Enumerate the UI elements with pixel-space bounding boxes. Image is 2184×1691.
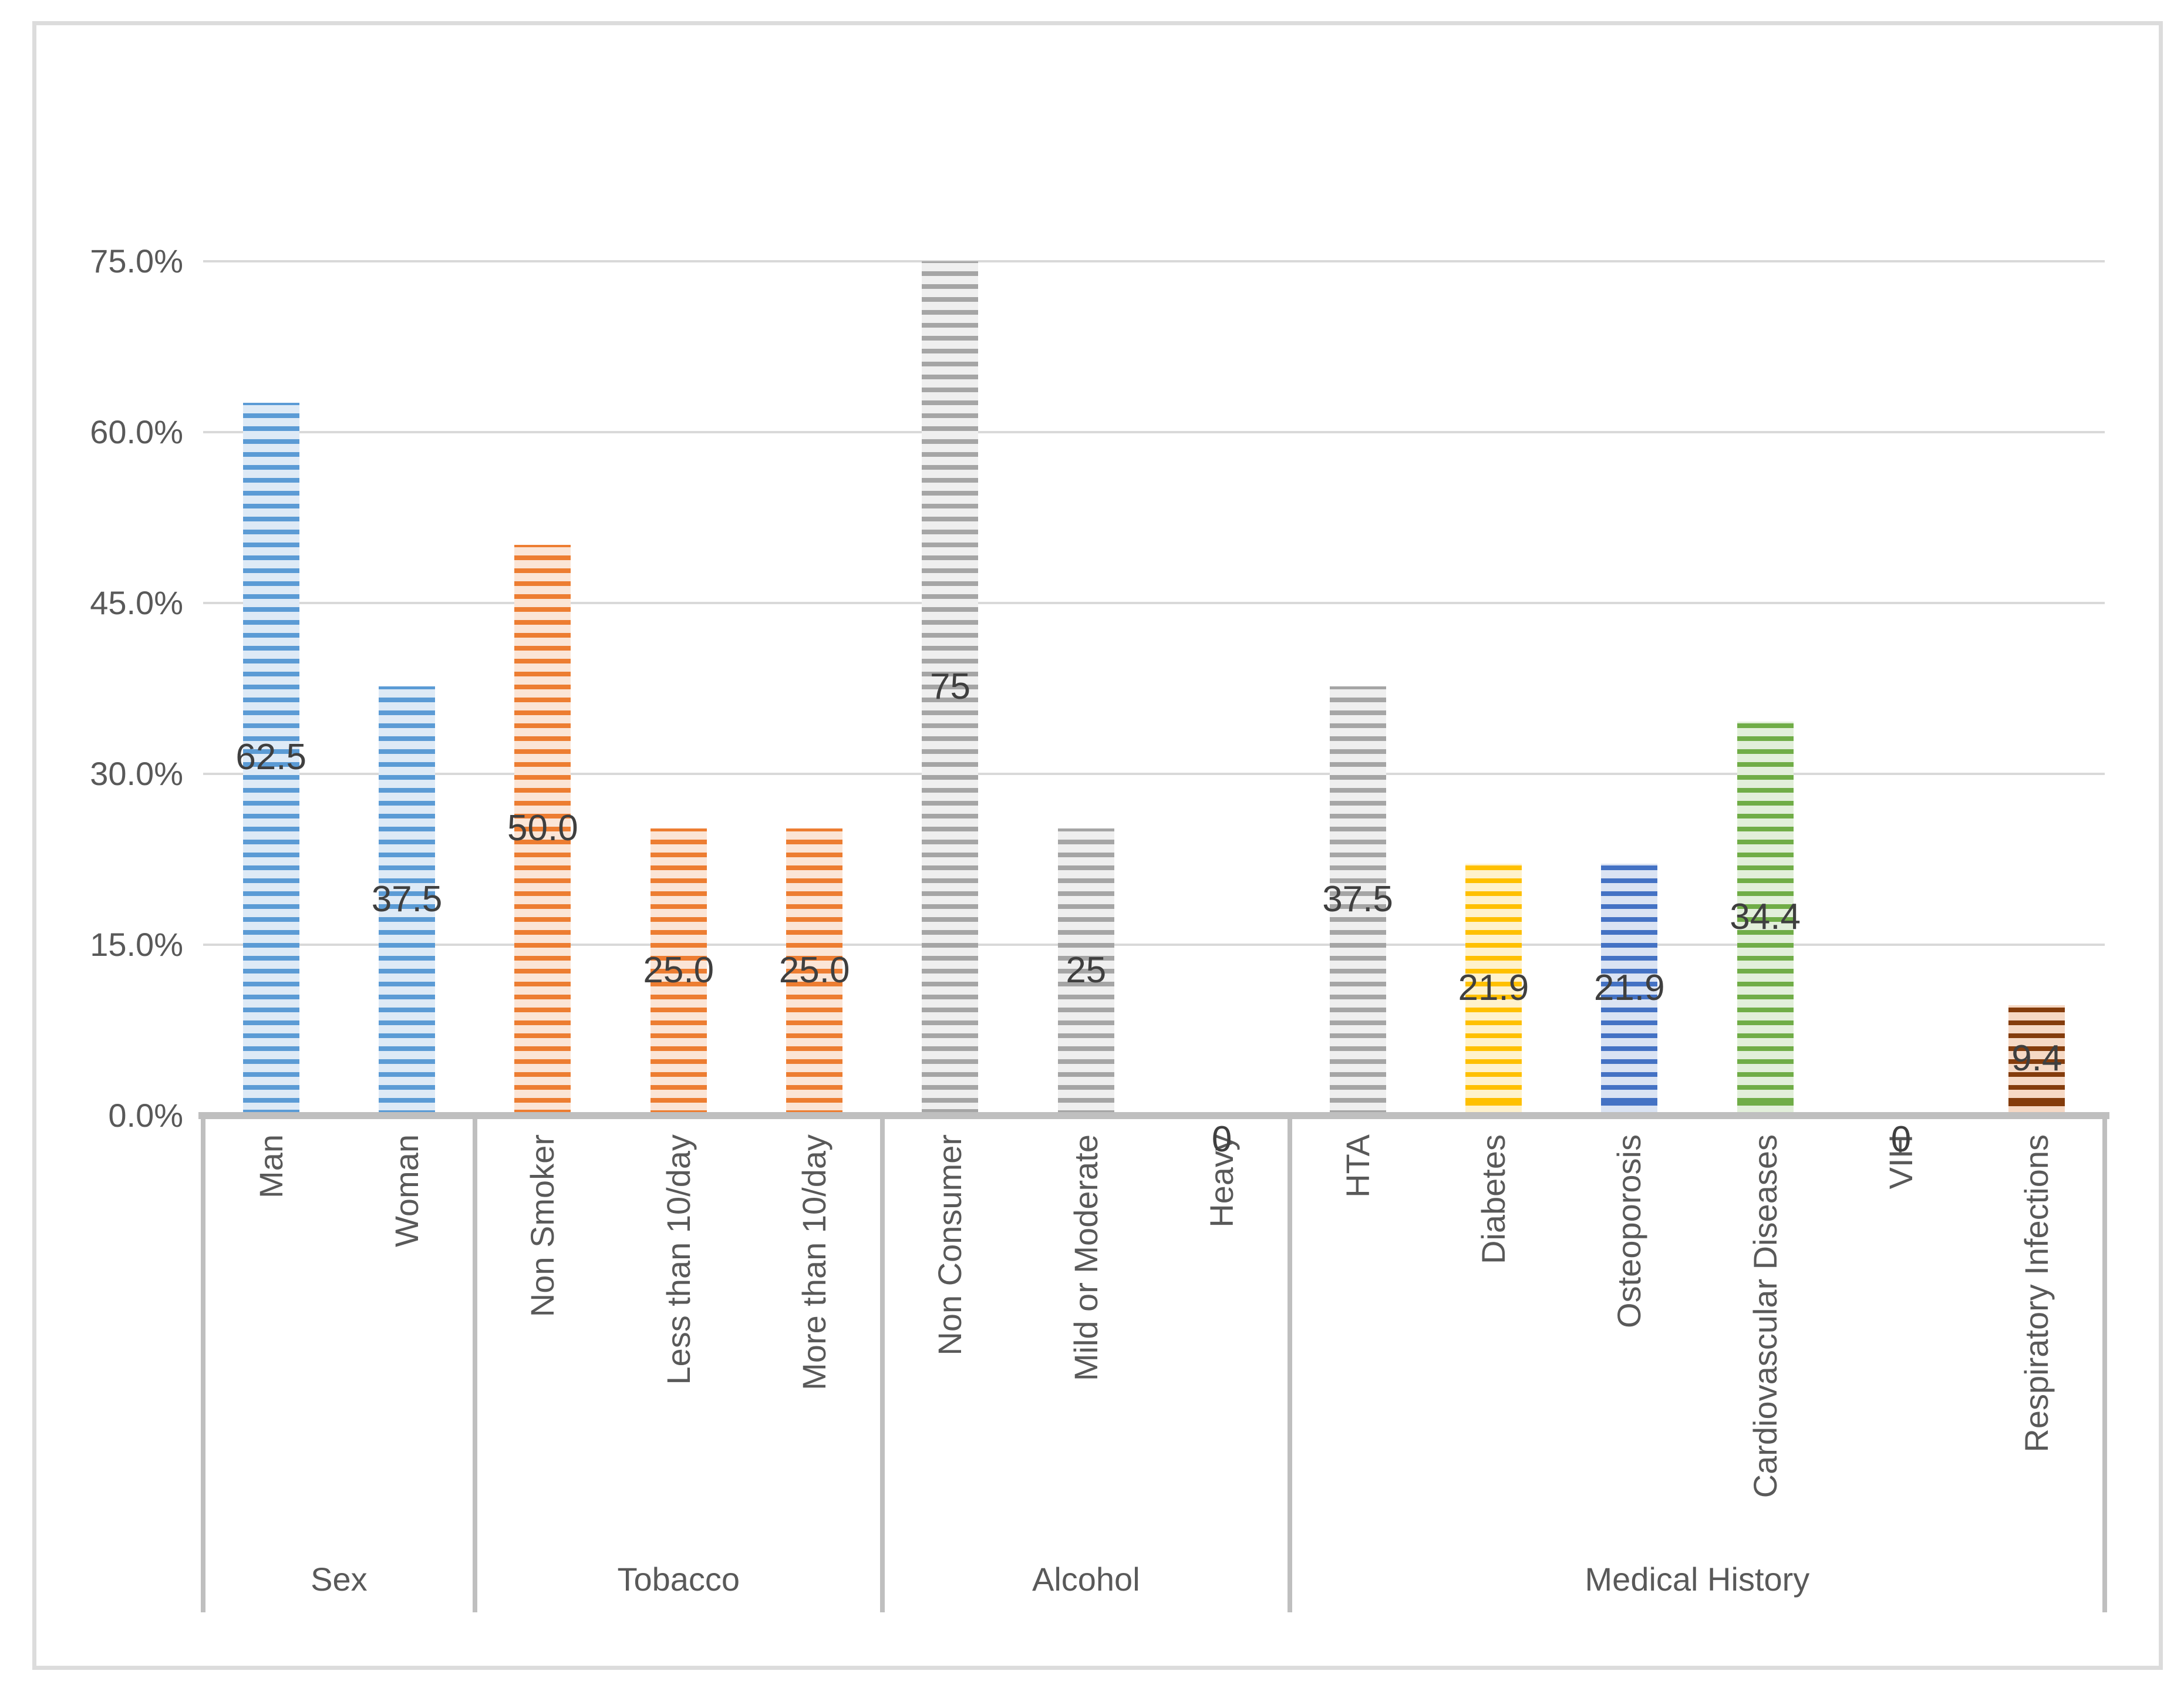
category-label-diabetes: Diabetes xyxy=(1474,1134,1512,1265)
bar-cardiovascular-diseases xyxy=(1737,722,1794,1112)
bar-osteoporosis xyxy=(1601,864,1658,1112)
data-label-less-than-10-day: 25.0 xyxy=(643,949,714,991)
group-label-medical-history: Medical History xyxy=(1585,1561,1810,1598)
data-label-man: 62.5 xyxy=(235,737,306,777)
group-divider-3 xyxy=(1287,1112,1292,1612)
y-tick-label-15.0pct: 15.0% xyxy=(90,926,183,963)
category-label-man: Man xyxy=(252,1134,289,1198)
data-label-osteoporosis: 21.9 xyxy=(1593,967,1665,1008)
category-box-left-edge xyxy=(201,1112,205,1612)
group-divider-2 xyxy=(879,1112,885,1612)
bar-diabetes xyxy=(1465,864,1522,1112)
data-label-more-than-10-day: 25.0 xyxy=(778,949,850,991)
x-axis-line xyxy=(198,1112,2109,1119)
y-gridline-15.0pct xyxy=(203,944,2105,946)
bar-man xyxy=(242,403,299,1112)
data-label-respiratory-infections: 9.4 xyxy=(2011,1038,2062,1079)
category-label-less-than-10-day: Less than 10/day xyxy=(659,1134,697,1385)
category-label-cardiovascular-diseases: Cardiovascular Diseases xyxy=(1746,1134,1784,1498)
y-gridline-75.0pct xyxy=(203,260,2105,262)
data-label-hta: 37.5 xyxy=(1322,878,1393,919)
data-label-cardiovascular-diseases: 34.4 xyxy=(1730,896,1801,937)
data-label-heavy: 0 xyxy=(1211,1119,1232,1160)
category-label-hta: HTA xyxy=(1339,1134,1376,1198)
group-label-sex: Sex xyxy=(311,1561,368,1598)
group-divider-1 xyxy=(472,1112,477,1612)
y-gridline-30.0pct xyxy=(203,773,2105,775)
y-tick-label-75.0pct: 75.0% xyxy=(90,242,183,279)
category-label-osteoporosis: Osteoporosis xyxy=(1610,1134,1648,1328)
data-label-diabetes: 21.9 xyxy=(1458,967,1529,1008)
bar-hta xyxy=(1329,686,1386,1112)
category-label-non-consumer: Non Consumer xyxy=(931,1134,969,1356)
y-tick-label-45.0pct: 45.0% xyxy=(90,584,183,621)
chart-border xyxy=(32,21,2163,1670)
category-label-more-than-10-day: More than 10/day xyxy=(796,1134,833,1390)
y-gridline-45.0pct xyxy=(203,602,2105,604)
y-gridline-60.0pct xyxy=(203,431,2105,433)
category-label-non-smoker: Non Smoker xyxy=(524,1134,561,1318)
data-label-non-smoker: 50.0 xyxy=(507,808,578,848)
data-label-vih: 0 xyxy=(1890,1119,1912,1160)
bar-non-smoker xyxy=(514,545,571,1112)
bar-non-consumer xyxy=(922,261,979,1112)
group-label-alcohol: Alcohol xyxy=(1032,1561,1140,1598)
data-label-woman: 37.5 xyxy=(371,878,443,919)
y-tick-label-30.0pct: 30.0% xyxy=(90,755,183,792)
group-label-tobacco: Tobacco xyxy=(617,1561,740,1598)
category-label-respiratory-infections: Respiratory Infections xyxy=(2018,1134,2055,1453)
y-tick-label-0.0pct: 0.0% xyxy=(108,1097,183,1134)
bar-more-than-10-day xyxy=(786,828,843,1112)
category-box-right-edge xyxy=(2102,1112,2107,1612)
y-tick-label-60.0pct: 60.0% xyxy=(90,413,183,450)
bar-less-than-10-day xyxy=(650,828,707,1112)
data-label-non-consumer: 75 xyxy=(929,666,970,707)
bar-respiratory-infections xyxy=(2008,1005,2065,1112)
bar-mild-or-moderate xyxy=(1057,828,1114,1112)
bar-woman xyxy=(379,686,436,1112)
data-label-mild-or-moderate: 25 xyxy=(1066,949,1107,991)
category-label-woman: Woman xyxy=(388,1134,426,1247)
category-label-mild-or-moderate: Mild or Moderate xyxy=(1067,1134,1104,1382)
